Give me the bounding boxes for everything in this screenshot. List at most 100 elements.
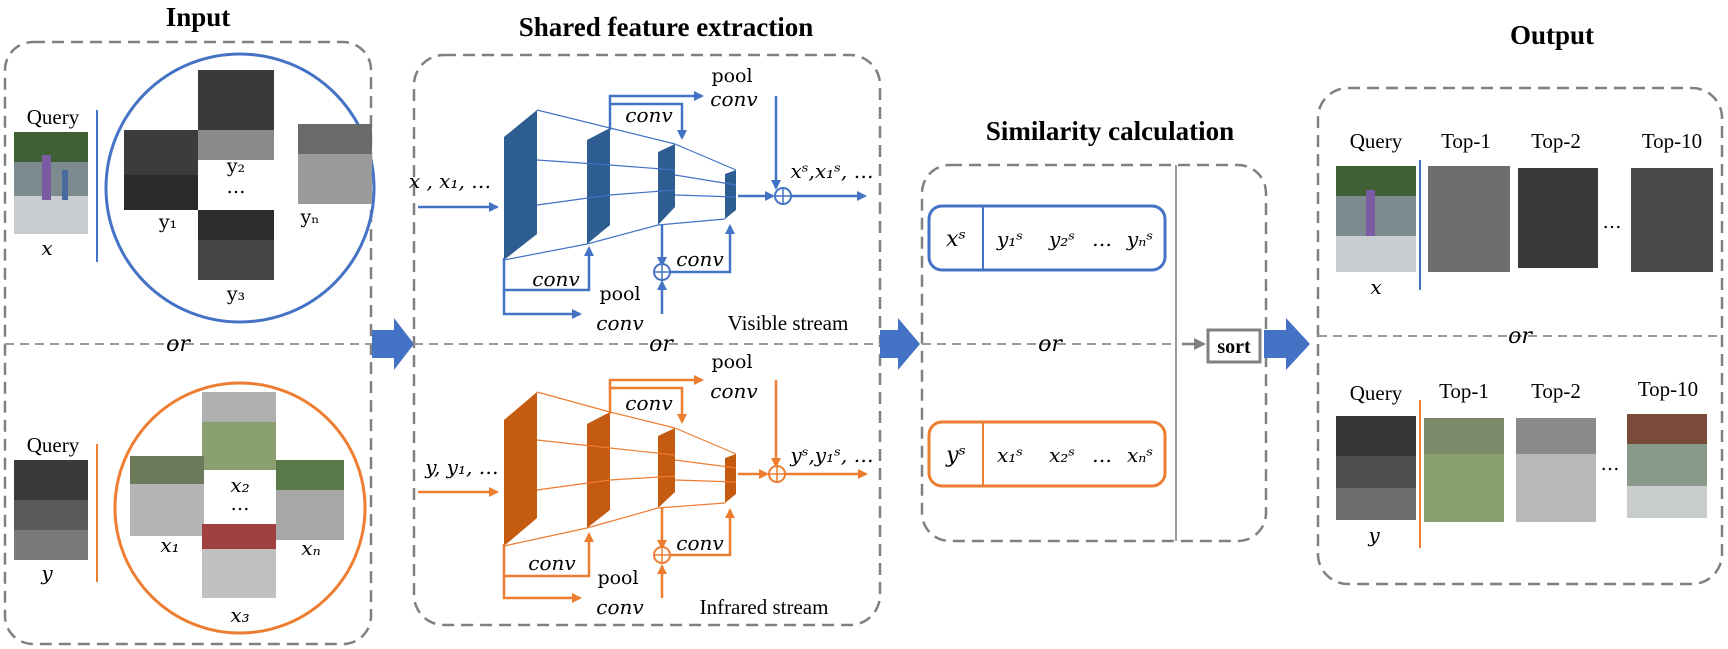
output-query-image-visible (1336, 166, 1416, 272)
label-yn: yₙ (300, 206, 320, 228)
label-y1: y₁ (158, 211, 177, 233)
infrared-pool-lower: pool (597, 567, 638, 589)
visible-gallery-circle (104, 52, 376, 324)
output-top-rank-1: Top-1 (1441, 129, 1491, 153)
infrared-conv-lower-2: conv (676, 531, 724, 555)
dots-visible: … (227, 176, 246, 198)
input-query-label-top: Query (27, 105, 80, 129)
visible-input-label: x , x₁, … (409, 169, 491, 193)
input-title: Input (166, 2, 231, 32)
input-or: or (166, 332, 191, 357)
infrared-pool-upper: pool (711, 351, 752, 373)
visible-pool-upper: pool (711, 65, 752, 87)
infrared-feature-map-2 (587, 412, 610, 528)
visible-feature-map-4 (725, 170, 736, 219)
similarity-bottom-item-1: x₁ˢ (997, 443, 1023, 467)
sort-label: sort (1217, 336, 1251, 358)
output-bottom-rank-10: Top-10 (1638, 377, 1698, 401)
infrared-conv-lower: conv (528, 551, 576, 575)
output-bottom-rank-1: Top-1 (1439, 379, 1489, 403)
similarity-top-dots: … (1092, 227, 1112, 251)
query-image-infrared (14, 460, 88, 560)
visible-conv-pool-upper: conv (710, 87, 758, 111)
input-query-var-y: y (40, 561, 53, 585)
label-x2: x₂ (230, 473, 249, 497)
gallery-image-y2 (198, 70, 274, 160)
gallery-image-x2 (202, 392, 276, 470)
visible-feature-map-2 (587, 128, 610, 244)
input-panel (3, 40, 373, 646)
similarity-bottom-item-n: xₙˢ (1127, 443, 1153, 467)
similarity-panel (920, 163, 1268, 543)
output-top-rank-10: Top-10 (1642, 129, 1702, 153)
infrared-stream: y, y₁, … conv pool conv yˢ,y₁ˢ, … conv (418, 351, 874, 619)
output-title: Output (1510, 20, 1594, 50)
output-query-var-y: y (1367, 523, 1380, 547)
output-query-label-top: Query (1350, 129, 1403, 153)
visible-pool-lower: pool (599, 283, 640, 305)
gallery-image-y3 (198, 210, 274, 280)
visible-stream-label: Visible stream (728, 311, 849, 335)
visible-conv-lower: conv (532, 267, 580, 291)
similarity-vector-bottom (927, 420, 1167, 488)
infrared-gallery-circle (113, 381, 367, 635)
network-panel (412, 53, 882, 627)
similarity-bottom-dots: … (1092, 443, 1112, 467)
input-query-label-bottom: Query (27, 433, 80, 457)
output-bottom-result-1 (1424, 418, 1504, 522)
shared-feature-title: Shared feature extraction (519, 12, 813, 42)
output-top-rank-2: Top-2 (1531, 129, 1581, 153)
output-top-result-1 (1428, 166, 1510, 272)
similarity-top-query: xˢ (946, 227, 966, 252)
output-bottom-result-10 (1627, 414, 1707, 518)
output-top-dots: … (1603, 211, 1622, 233)
input-query-var-x: x (41, 236, 52, 260)
infrared-output-label: yˢ,y₁ˢ, … (789, 443, 873, 467)
gallery-image-x1 (130, 456, 204, 536)
network-or: or (649, 332, 674, 357)
arrow-similarity-to-output (1264, 318, 1310, 370)
output-query-label-bottom: Query (1350, 381, 1403, 405)
arrow-input-to-network (372, 318, 414, 370)
output-top-result-2 (1518, 168, 1598, 268)
gallery-image-xn (276, 460, 344, 540)
visible-conv-pool-lower: conv (596, 311, 644, 335)
infrared-feature-map-1 (504, 392, 537, 546)
gallery-image-y1 (124, 130, 198, 210)
output-top-result-10 (1631, 168, 1713, 272)
visible-conv-upper: conv (625, 103, 673, 127)
output-bottom-dots: … (1601, 453, 1620, 475)
similarity-or: or (1038, 332, 1063, 357)
label-y3: y₃ (226, 283, 245, 305)
similarity-vector-top (927, 204, 1167, 272)
visible-output-label: xˢ,x₁ˢ, … (790, 159, 873, 183)
visible-conv-lower-2: conv (676, 247, 724, 271)
output-or: or (1508, 324, 1533, 349)
visible-feature-map-1 (504, 110, 537, 260)
similarity-top-item-n: yₙˢ (1126, 227, 1153, 251)
similarity-bottom-query: yˢ (945, 443, 966, 468)
output-bottom-rank-2: Top-2 (1531, 379, 1581, 403)
dots-infrared: … (231, 493, 250, 515)
infrared-input-label: y, y₁, … (424, 455, 498, 479)
label-xn: xₙ (301, 536, 320, 560)
similarity-title: Similarity calculation (986, 116, 1234, 146)
output-bottom-result-2 (1516, 418, 1596, 522)
similarity-bottom-item-2: x₂ˢ (1049, 443, 1075, 467)
gallery-image-yn (298, 124, 372, 204)
label-y2: y₂ (226, 155, 245, 177)
infrared-conv-pool-lower: conv (596, 595, 644, 619)
infrared-stream-label: Infrared stream (700, 595, 829, 619)
similarity-top-item-2: y₂ˢ (1048, 227, 1075, 251)
infrared-feature-map-4 (725, 454, 736, 503)
label-x3: x₃ (230, 603, 249, 627)
infrared-feature-map-3 (658, 428, 675, 508)
gallery-image-x3 (202, 524, 276, 598)
query-image-visible (14, 132, 88, 234)
visible-stream: x , x₁, … conv pool conv xˢ,x₁ˢ, … (409, 65, 874, 335)
infrared-conv-pool-upper: conv (710, 379, 758, 403)
sort-box (1206, 328, 1262, 364)
arrow-network-to-similarity (880, 318, 920, 370)
